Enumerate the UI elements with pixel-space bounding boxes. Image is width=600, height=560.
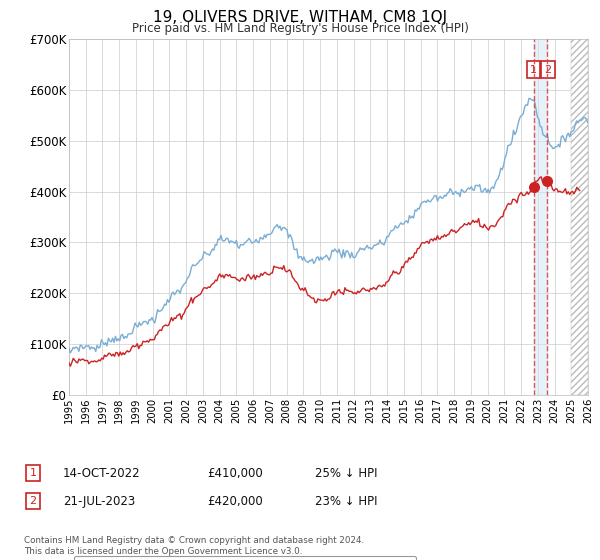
Text: 19, OLIVERS DRIVE, WITHAM, CM8 1QJ: 19, OLIVERS DRIVE, WITHAM, CM8 1QJ <box>153 10 447 25</box>
Text: 1: 1 <box>530 65 537 74</box>
Text: £410,000: £410,000 <box>207 466 263 480</box>
Text: 21-JUL-2023: 21-JUL-2023 <box>63 494 135 508</box>
Text: 2: 2 <box>29 496 37 506</box>
Text: 25% ↓ HPI: 25% ↓ HPI <box>315 466 377 480</box>
Text: £420,000: £420,000 <box>207 494 263 508</box>
Bar <box>571 39 588 395</box>
Text: 14-OCT-2022: 14-OCT-2022 <box>63 466 140 480</box>
Text: 2: 2 <box>544 65 551 74</box>
Text: 23% ↓ HPI: 23% ↓ HPI <box>315 494 377 508</box>
Legend: 19, OLIVERS DRIVE, WITHAM, CM8 1QJ (detached house), HPI: Average price, detache: 19, OLIVERS DRIVE, WITHAM, CM8 1QJ (deta… <box>74 556 416 560</box>
Text: Price paid vs. HM Land Registry's House Price Index (HPI): Price paid vs. HM Land Registry's House … <box>131 22 469 35</box>
Text: Contains HM Land Registry data © Crown copyright and database right 2024.
This d: Contains HM Land Registry data © Crown c… <box>24 536 364 556</box>
Bar <box>534 39 547 395</box>
Text: 1: 1 <box>29 468 37 478</box>
